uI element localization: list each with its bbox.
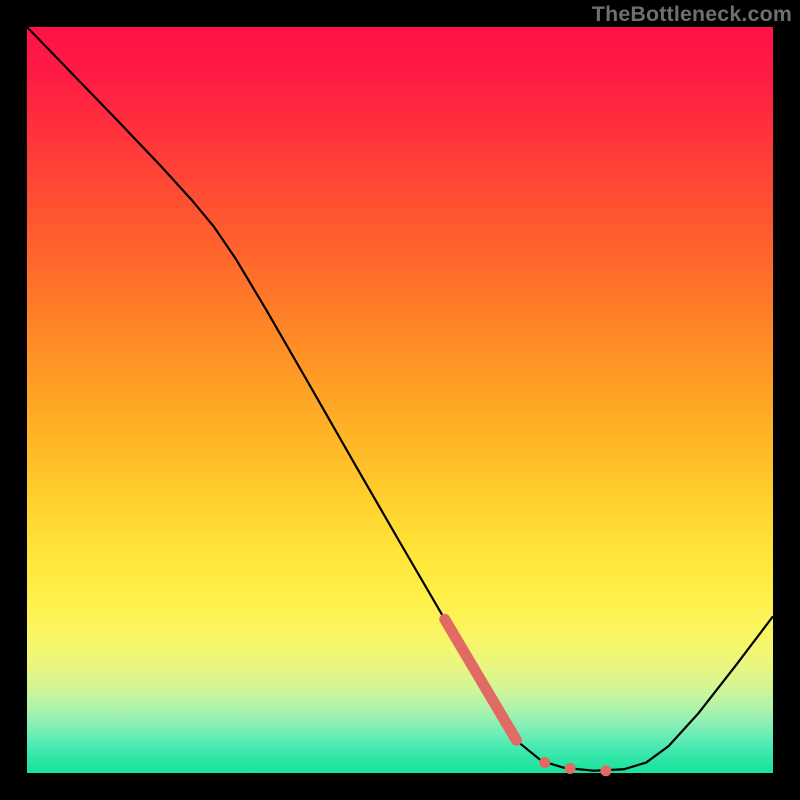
marker-dot_b	[565, 763, 576, 774]
watermark-text: TheBottleneck.com	[592, 2, 792, 27]
marker-dot_a	[539, 757, 550, 768]
marker-dot_c	[600, 765, 611, 776]
chart-container: TheBottleneck.com	[0, 0, 800, 800]
chart-svg	[0, 0, 800, 800]
plot-area	[27, 27, 773, 773]
